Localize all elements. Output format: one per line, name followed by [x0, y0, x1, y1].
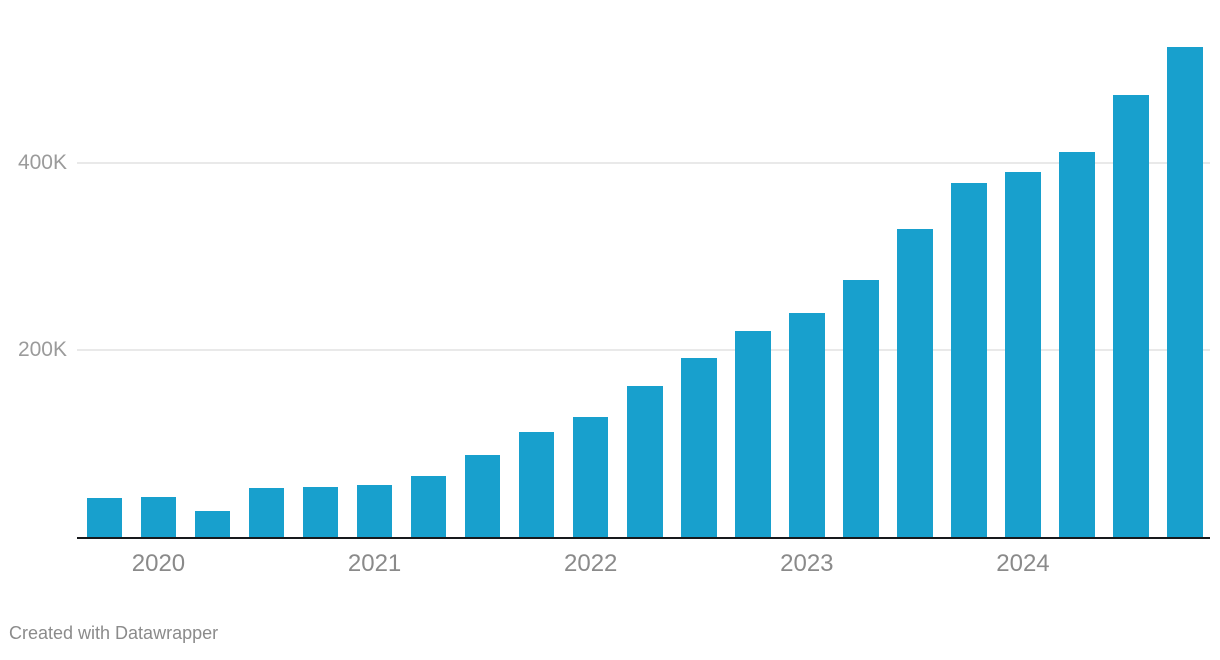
- bar-2020-Q1[interactable]: [140, 496, 177, 537]
- bar-2020-Q4[interactable]: [302, 487, 339, 537]
- y-gridline: [77, 162, 1210, 164]
- bar-2020-Q3[interactable]: [248, 488, 285, 537]
- bar-2019-Q4[interactable]: [86, 497, 123, 537]
- plot-area: 200K 400K 2020 2021 2022 2023 2024: [17, 47, 1210, 577]
- x-axis-year-label-2020: 2020: [131, 550, 186, 577]
- bar-2022-Q2[interactable]: [627, 386, 663, 537]
- bar-2020-Q2[interactable]: [194, 510, 231, 537]
- bar-2022-Q1[interactable]: [572, 417, 609, 537]
- attribution-text: Created with Datawrapper: [9, 623, 219, 643]
- bar-2021-Q2[interactable]: [410, 476, 447, 537]
- bar-2023-Q2[interactable]: [843, 279, 879, 537]
- bar-2023-Q4[interactable]: [951, 182, 987, 537]
- y-gridline: [77, 349, 1210, 351]
- bar-2023-Q3[interactable]: [897, 229, 933, 537]
- bar-2021-Q3[interactable]: [464, 454, 501, 537]
- bar-2022-Q4[interactable]: [735, 331, 771, 537]
- y-axis-tick-label: 200K: [17, 338, 67, 361]
- x-axis-line: [77, 536, 1210, 539]
- x-axis-year-label-2024: 2024: [996, 550, 1050, 577]
- x-axis-year-label-2022: 2022: [564, 550, 618, 577]
- bar-2021-Q4[interactable]: [518, 432, 555, 537]
- bar-2022-Q3[interactable]: [681, 358, 717, 537]
- bar-2024-Q1[interactable]: [1005, 172, 1041, 537]
- bar-2024-Q4[interactable]: [1167, 47, 1203, 537]
- bar-2021-Q1[interactable]: [356, 484, 393, 537]
- bar-2024-Q2[interactable]: [1059, 151, 1095, 537]
- bar-2024-Q3[interactable]: [1113, 94, 1149, 537]
- x-axis-year-label-2023: 2023: [780, 550, 834, 577]
- bar-2023-Q1[interactable]: [789, 312, 825, 537]
- x-axis-year-label-2021: 2021: [347, 550, 402, 577]
- y-axis-tick-label: 400K: [17, 151, 67, 174]
